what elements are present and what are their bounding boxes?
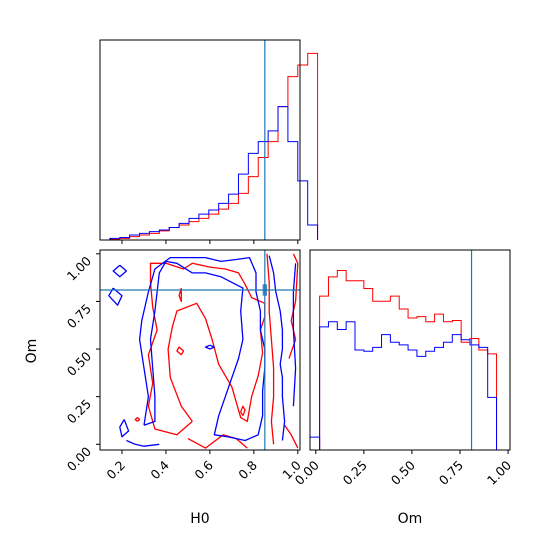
blue-contour — [268, 255, 286, 441]
joint-contours — [100, 250, 300, 450]
joint-contour-panel: 0.2 0.4 0.6 0.8 1.00.000.250.500.751.00 — [64, 249, 304, 483]
red-contour — [134, 416, 141, 422]
om-hist-blue — [319, 321, 506, 450]
joint-frame — [99, 249, 301, 451]
h0-hist-frame — [99, 39, 301, 241]
h0-tick-label: 0.2 — [103, 458, 128, 483]
om-tick-label: 0.75 — [64, 301, 94, 331]
om-hist-red — [319, 270, 506, 450]
om-hist-tick-label: 0.75 — [436, 458, 466, 488]
om-tick-label: 0.50 — [64, 349, 94, 379]
om-histogram-panel: 0.00 0.25 0.50 0.75 1.00 — [292, 249, 514, 488]
joint-y-axis-label: Om — [24, 339, 40, 364]
red-contour — [147, 262, 266, 436]
red-contour — [176, 346, 185, 356]
om-hist-tick-label: 0.25 — [340, 458, 370, 488]
h0-tick-label: 0.4 — [147, 457, 172, 482]
blue-contour — [119, 419, 130, 438]
om-tick-label: 0.00 — [64, 444, 94, 474]
red-contour — [187, 434, 248, 449]
om-hist-tick-label: 1.00 — [484, 457, 514, 487]
om-tick-label: 0.25 — [64, 396, 94, 426]
red-contour — [178, 287, 182, 303]
om-hist-series — [310, 270, 506, 450]
om-hist-tick-label: 0.50 — [388, 457, 418, 487]
om-axis-label: Om — [398, 511, 423, 527]
red-contour — [266, 253, 275, 445]
h0-hist-blue — [100, 106, 319, 241]
red-contour — [240, 405, 246, 417]
red-contour — [284, 424, 299, 449]
h0-tick-label: 0.8 — [235, 457, 260, 482]
blue-contour — [204, 344, 215, 350]
blue-contour — [126, 439, 160, 447]
blue-contour — [108, 287, 123, 306]
h0-tick-label: 0.6 — [191, 457, 216, 482]
om-tick-label: 1.00 — [64, 253, 94, 283]
om-hist-frame — [309, 249, 511, 451]
h0-axis-label: H0 — [190, 511, 209, 527]
blue-contour — [138, 256, 266, 442]
blue-contour — [292, 263, 297, 407]
blue-contour — [112, 264, 128, 278]
om-hist-left-stub — [310, 436, 321, 450]
h0-histogram-panel — [99, 39, 319, 244]
